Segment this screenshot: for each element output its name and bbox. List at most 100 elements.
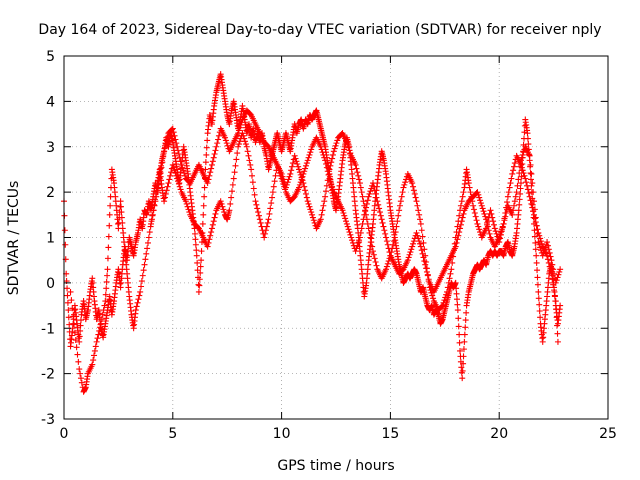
data-point-marker	[373, 262, 380, 269]
data-point-marker	[77, 322, 84, 329]
data-point-marker	[376, 205, 383, 212]
data-point-marker	[202, 166, 209, 173]
data-point-marker	[393, 223, 400, 230]
data-point-marker	[90, 357, 97, 364]
data-point-marker	[217, 198, 224, 205]
data-point-marker	[545, 246, 552, 253]
data-point-marker	[359, 220, 366, 227]
data-point-marker	[525, 141, 532, 148]
data-point-marker	[535, 288, 542, 295]
data-point-marker	[455, 232, 462, 239]
data-point-marker	[118, 203, 125, 210]
data-point-marker	[275, 167, 282, 174]
data-point-marker	[204, 137, 211, 144]
data-point-marker	[166, 176, 173, 183]
data-point-marker	[64, 292, 71, 299]
data-point-marker	[327, 162, 334, 169]
data-point-marker	[320, 151, 327, 158]
data-point-marker	[253, 201, 260, 208]
data-point-marker	[413, 229, 420, 236]
data-point-marker	[497, 231, 504, 238]
data-point-marker	[321, 154, 328, 161]
data-point-marker	[526, 152, 533, 159]
data-point-marker	[289, 163, 296, 170]
data-point-marker	[306, 203, 313, 210]
chart-title: Day 164 of 2023, Sidereal Day-to-day VTE…	[38, 22, 601, 38]
data-point-marker	[64, 299, 71, 306]
data-point-marker	[106, 211, 113, 218]
data-point-marker	[76, 338, 83, 345]
data-point-marker	[525, 190, 532, 197]
data-point-marker	[119, 219, 126, 226]
data-point-marker	[67, 288, 74, 295]
data-point-marker	[97, 320, 104, 327]
data-point-marker	[498, 226, 505, 233]
data-point-marker	[280, 180, 287, 187]
data-point-marker	[553, 306, 560, 313]
data-point-marker	[218, 200, 225, 207]
data-point-marker	[138, 278, 145, 285]
data-point-marker	[386, 249, 393, 256]
data-point-marker	[381, 227, 388, 234]
data-point-marker	[250, 185, 257, 192]
data-point-marker	[400, 184, 407, 191]
data-point-marker	[457, 347, 464, 354]
data-point-marker	[71, 321, 78, 328]
data-point-marker	[195, 281, 202, 288]
data-point-marker	[531, 233, 538, 240]
data-point-marker	[532, 239, 539, 246]
data-point-marker	[373, 194, 380, 201]
data-point-marker	[65, 307, 72, 314]
data-point-marker	[358, 189, 365, 196]
data-point-marker	[489, 214, 496, 221]
data-point-marker	[156, 175, 163, 182]
data-point-marker	[546, 249, 553, 256]
x-tick-label: 25	[599, 426, 617, 442]
data-point-marker	[402, 179, 409, 186]
data-point-marker	[279, 178, 286, 185]
data-point-marker	[396, 202, 403, 209]
data-point-marker	[183, 200, 190, 207]
data-point-marker	[398, 193, 405, 200]
data-point-marker	[533, 252, 540, 259]
data-point-marker	[142, 256, 149, 263]
data-point-marker	[417, 220, 424, 227]
data-point-marker	[384, 260, 391, 267]
data-point-marker	[414, 202, 421, 209]
data-point-marker	[349, 239, 356, 246]
x-tick-label: 15	[381, 426, 399, 442]
data-point-marker	[194, 267, 201, 274]
data-point-marker	[270, 183, 277, 190]
data-point-marker	[205, 239, 212, 246]
data-point-marker	[544, 256, 551, 263]
data-point-marker	[441, 297, 448, 304]
data-point-marker	[302, 165, 309, 172]
data-point-marker	[352, 248, 359, 255]
data-point-marker	[448, 266, 455, 273]
data-point-marker	[523, 179, 530, 186]
data-point-marker	[505, 189, 512, 196]
data-point-marker	[100, 307, 107, 314]
data-point-marker	[202, 159, 209, 166]
data-point-marker	[144, 239, 151, 246]
data-point-marker	[167, 172, 174, 179]
data-point-marker	[416, 216, 423, 223]
data-point-marker	[339, 207, 346, 214]
data-point-marker	[346, 229, 353, 236]
data-point-marker	[326, 175, 333, 182]
data-point-marker	[461, 338, 468, 345]
data-point-marker	[490, 221, 497, 228]
data-point-marker	[504, 193, 511, 200]
data-point-marker	[222, 137, 229, 144]
data-point-marker	[210, 218, 217, 225]
data-point-marker	[499, 223, 506, 230]
y-tick-label: 2	[46, 185, 55, 201]
data-point-marker	[535, 295, 542, 302]
data-point-marker	[544, 239, 551, 246]
data-point-marker	[308, 209, 315, 216]
data-point-marker	[395, 212, 402, 219]
data-point-marker	[64, 285, 71, 292]
data-point-marker	[347, 231, 354, 238]
data-point-marker	[362, 208, 369, 215]
data-point-marker	[77, 317, 84, 324]
